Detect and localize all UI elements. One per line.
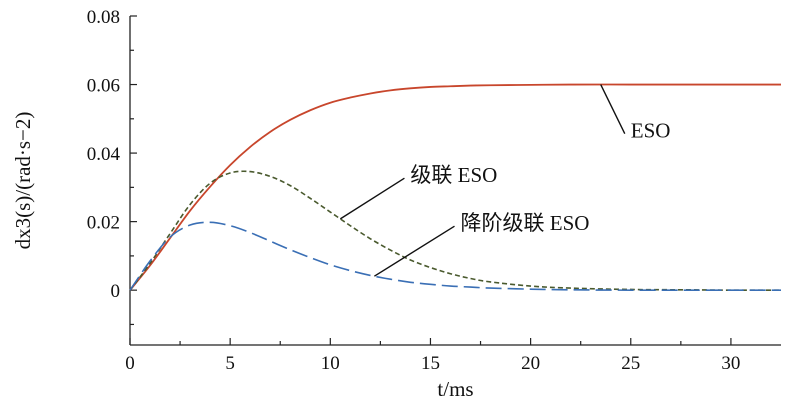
y-tick-label: 0.04: [87, 144, 121, 165]
x-tick-label: 0: [125, 353, 135, 374]
annotation-leader-3: [374, 225, 455, 277]
x-ticks: 0 5 10 15 20 25 30: [125, 338, 740, 374]
axes: 0 5 10 15 20 25 30 0 0.02 0.04 0.06 0.08: [87, 7, 781, 374]
y-tick-label: 0.02: [87, 213, 120, 234]
x-axis-title: t/ms: [437, 377, 473, 401]
annotation-label-2: 级联 ESO: [410, 163, 497, 187]
x-tick-label: 10: [321, 353, 340, 374]
x-tick-label: 15: [421, 353, 440, 374]
annotation-label-1: ESO: [631, 119, 671, 143]
series-line-3: [129, 221, 781, 291]
annotation-leader-1: [600, 84, 626, 134]
annotation-label-3: 降阶级联 ESO: [461, 211, 590, 235]
x-tick-label: 25: [621, 353, 640, 374]
series-line-1: [129, 83, 781, 291]
series-layer: [129, 83, 782, 291]
x-tick-label: 20: [521, 353, 540, 374]
annotation-layer: ESO 级联 ESO 降阶级联 ESO: [339, 84, 671, 277]
y-tick-label: 0: [111, 281, 121, 302]
y-axis-title: dx3(s)/(rad·s−2): [11, 112, 35, 250]
y-ticks: 0 0.02 0.04 0.06 0.08: [87, 7, 137, 326]
x-tick-label: 30: [721, 353, 740, 374]
annotation-leader-2: [339, 177, 405, 220]
series-line-2: [129, 170, 782, 291]
y-tick-label: 0.08: [87, 7, 120, 28]
y-tick-label: 0.06: [87, 76, 120, 97]
x-tick-label: 5: [225, 353, 235, 374]
